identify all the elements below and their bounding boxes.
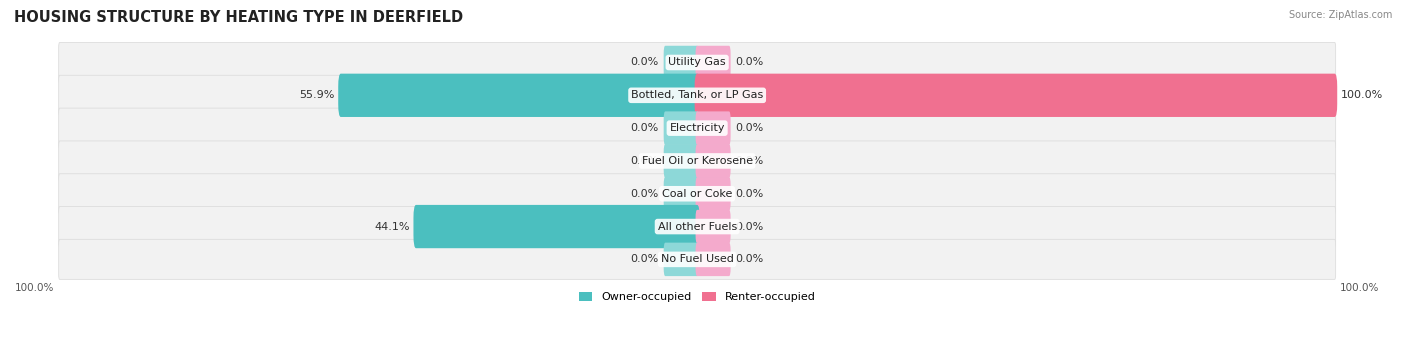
Text: 0.0%: 0.0%	[735, 222, 763, 232]
Text: 100.0%: 100.0%	[15, 283, 55, 293]
FancyBboxPatch shape	[664, 243, 699, 276]
Text: 44.1%: 44.1%	[374, 222, 409, 232]
Text: 0.0%: 0.0%	[735, 189, 763, 199]
FancyBboxPatch shape	[696, 243, 731, 276]
Text: 55.9%: 55.9%	[299, 90, 335, 100]
Text: 100.0%: 100.0%	[1341, 90, 1384, 100]
FancyBboxPatch shape	[59, 141, 1336, 181]
Text: Bottled, Tank, or LP Gas: Bottled, Tank, or LP Gas	[631, 90, 763, 100]
FancyBboxPatch shape	[59, 207, 1336, 247]
Text: Fuel Oil or Kerosene: Fuel Oil or Kerosene	[641, 156, 752, 166]
FancyBboxPatch shape	[696, 210, 731, 243]
Text: 0.0%: 0.0%	[631, 156, 659, 166]
FancyBboxPatch shape	[664, 112, 699, 145]
FancyBboxPatch shape	[696, 112, 731, 145]
Text: 0.0%: 0.0%	[631, 189, 659, 199]
FancyBboxPatch shape	[413, 205, 700, 248]
Text: Coal or Coke: Coal or Coke	[662, 189, 733, 199]
FancyBboxPatch shape	[695, 74, 1337, 117]
Text: HOUSING STRUCTURE BY HEATING TYPE IN DEERFIELD: HOUSING STRUCTURE BY HEATING TYPE IN DEE…	[14, 10, 463, 25]
Text: 0.0%: 0.0%	[631, 123, 659, 133]
Text: No Fuel Used: No Fuel Used	[661, 254, 734, 264]
Text: All other Fuels: All other Fuels	[658, 222, 737, 232]
Text: 0.0%: 0.0%	[735, 254, 763, 264]
FancyBboxPatch shape	[696, 177, 731, 210]
FancyBboxPatch shape	[664, 144, 699, 178]
Text: Utility Gas: Utility Gas	[668, 58, 725, 68]
Text: 0.0%: 0.0%	[735, 58, 763, 68]
Text: Electricity: Electricity	[669, 123, 725, 133]
FancyBboxPatch shape	[59, 239, 1336, 279]
Text: 0.0%: 0.0%	[631, 254, 659, 264]
FancyBboxPatch shape	[339, 74, 700, 117]
Text: 0.0%: 0.0%	[735, 156, 763, 166]
FancyBboxPatch shape	[59, 108, 1336, 148]
Legend: Owner-occupied, Renter-occupied: Owner-occupied, Renter-occupied	[575, 287, 820, 307]
FancyBboxPatch shape	[59, 43, 1336, 83]
Text: 100.0%: 100.0%	[1340, 283, 1379, 293]
Text: Source: ZipAtlas.com: Source: ZipAtlas.com	[1288, 10, 1392, 20]
FancyBboxPatch shape	[696, 144, 731, 178]
FancyBboxPatch shape	[696, 46, 731, 79]
Text: 0.0%: 0.0%	[631, 58, 659, 68]
Text: 0.0%: 0.0%	[735, 123, 763, 133]
FancyBboxPatch shape	[59, 174, 1336, 214]
FancyBboxPatch shape	[59, 75, 1336, 115]
FancyBboxPatch shape	[664, 46, 699, 79]
FancyBboxPatch shape	[664, 177, 699, 210]
